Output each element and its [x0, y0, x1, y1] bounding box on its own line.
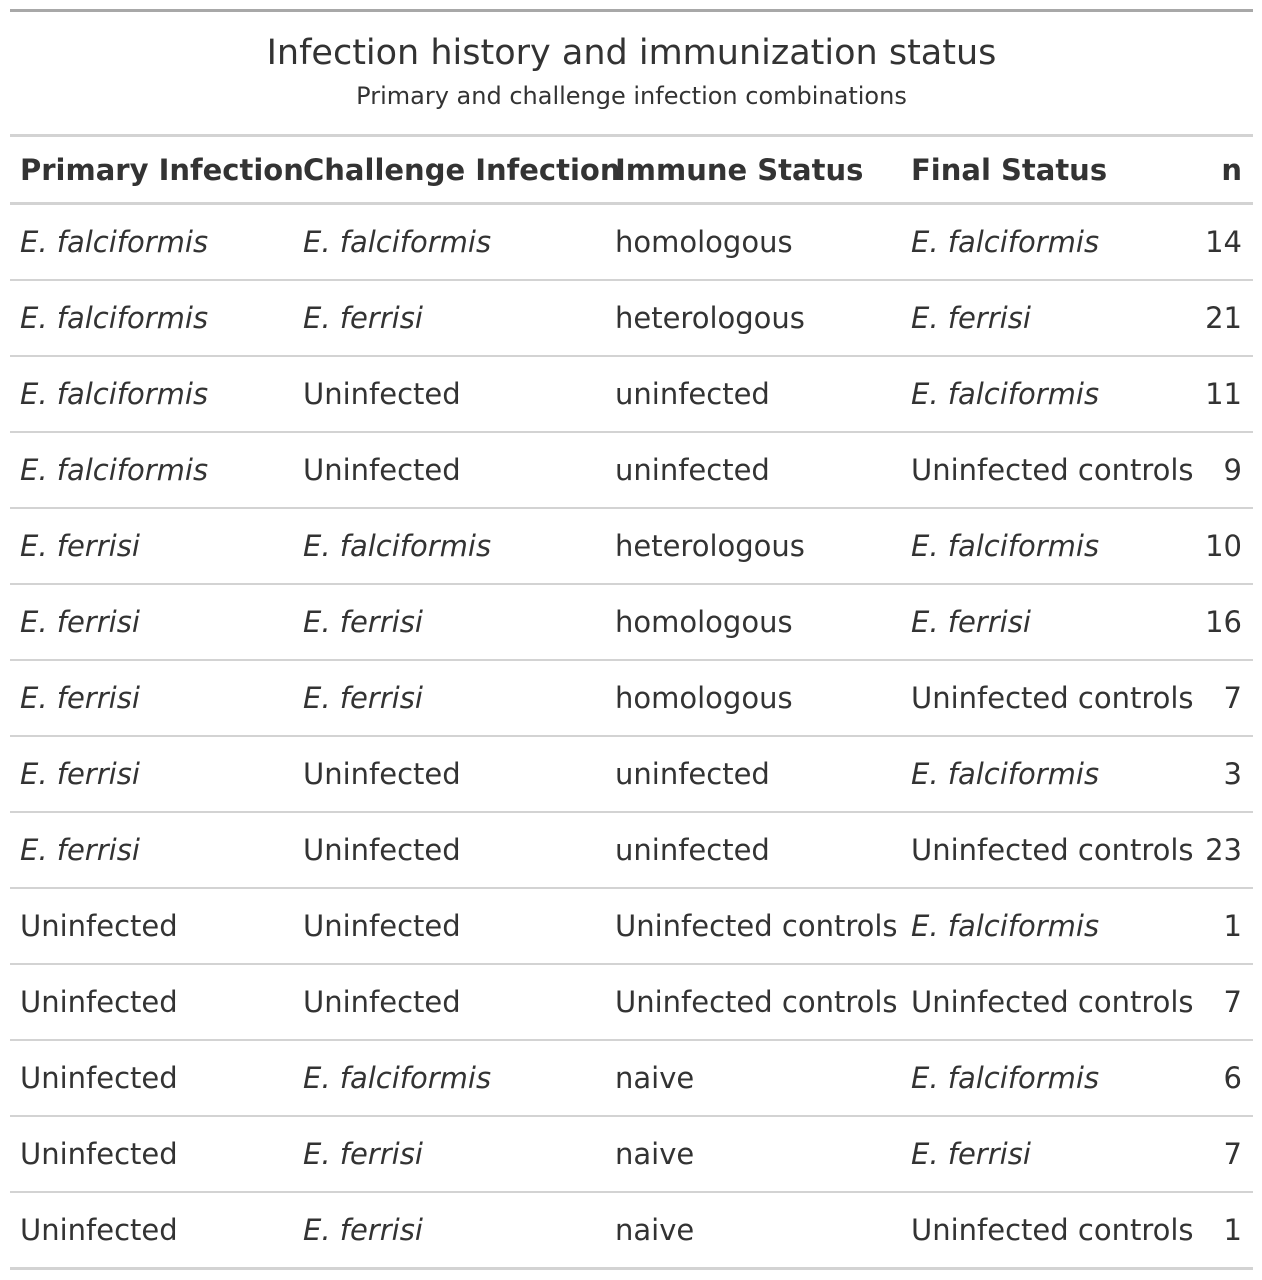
- cell-primary-infection: E. ferrisi: [10, 660, 293, 737]
- summary-table-container: Infection history and immunization statu…: [10, 9, 1253, 1270]
- column-header-n: n: [1201, 137, 1253, 205]
- table-row: Uninfected E. falciformis naive E. falcifor…: [10, 1040, 1253, 1117]
- table-row: Uninfected Uninfected Uninfected controls E…: [10, 888, 1253, 965]
- cell-n: 21: [1201, 280, 1253, 357]
- cell-immune-status: heterologous: [605, 508, 901, 585]
- table-row: E. ferrisi E. falciformis heterologous E. f…: [10, 508, 1253, 585]
- column-header-challenge-infection: Challenge Infection: [293, 137, 621, 205]
- cell-final-status: E. ferrisi: [901, 280, 1201, 357]
- column-header-final-status: Final Status: [901, 137, 1201, 205]
- cell-challenge-infection: E. ferrisi: [293, 660, 605, 737]
- cell-n: 11: [1201, 356, 1253, 433]
- cell-primary-infection: Uninfected: [10, 888, 293, 965]
- cell-immune-status: uninfected: [605, 432, 901, 509]
- table-row: Uninfected E. ferrisi naive E. ferrisi 7: [10, 1116, 1253, 1193]
- cell-n: 9: [1201, 432, 1253, 509]
- cell-primary-infection: Uninfected: [10, 964, 293, 1041]
- cell-challenge-infection: Uninfected: [293, 432, 605, 509]
- cell-immune-status: uninfected: [605, 812, 901, 889]
- cell-challenge-infection: E. ferrisi: [293, 584, 605, 661]
- table-row: Uninfected E. ferrisi naive Uninfected cont…: [10, 1192, 1253, 1270]
- cell-primary-infection: Uninfected: [10, 1116, 293, 1193]
- cell-challenge-infection: E. ferrisi: [293, 1192, 605, 1270]
- cell-primary-infection: Uninfected: [10, 1040, 293, 1117]
- cell-challenge-infection: Uninfected: [293, 736, 605, 813]
- cell-primary-infection: Uninfected: [10, 1192, 293, 1270]
- column-header-primary-infection: Primary Infection: [10, 137, 304, 205]
- table-row: E. falciformis Uninfected uninfected E. fal…: [10, 356, 1253, 433]
- cell-immune-status: naive: [605, 1040, 901, 1117]
- cell-primary-infection: E. falciformis: [10, 356, 293, 433]
- cell-n: 23: [1201, 812, 1253, 889]
- cell-final-status: E. ferrisi: [901, 584, 1201, 661]
- table-row: Uninfected Uninfected Uninfected controls U…: [10, 964, 1253, 1041]
- table-row: E. falciformis E. ferrisi heterologous E. f…: [10, 280, 1253, 357]
- cell-final-status: Uninfected controls: [901, 812, 1201, 889]
- table-row: E. ferrisi E. ferrisi homologous Uninfected…: [10, 660, 1253, 737]
- cell-challenge-infection: Uninfected: [293, 964, 605, 1041]
- cell-n: 7: [1201, 660, 1253, 737]
- cell-final-status: E. falciformis: [901, 203, 1201, 281]
- cell-challenge-infection: E. falciformis: [293, 1040, 605, 1117]
- table-body: E. falciformis E. falciformis homologous E.…: [10, 203, 1253, 1270]
- cell-primary-infection: E. ferrisi: [10, 812, 293, 889]
- cell-n: 7: [1201, 1116, 1253, 1193]
- cell-challenge-infection: Uninfected: [293, 356, 605, 433]
- infection-table: Primary Infection Challenge Infection Im…: [10, 137, 1253, 1270]
- cell-immune-status: uninfected: [605, 356, 901, 433]
- cell-n: 16: [1201, 584, 1253, 661]
- cell-final-status: E. falciformis: [901, 888, 1201, 965]
- table-row: E. ferrisi E. ferrisi homologous E. ferrisi…: [10, 584, 1253, 661]
- table-header-row: Primary Infection Challenge Infection Im…: [10, 137, 1253, 205]
- table-row: E. ferrisi Uninfected uninfected E. falcifo…: [10, 736, 1253, 813]
- cell-n: 1: [1201, 1192, 1253, 1270]
- cell-challenge-infection: E. ferrisi: [293, 280, 605, 357]
- cell-immune-status: heterologous: [605, 280, 901, 357]
- cell-n: 1: [1201, 888, 1253, 965]
- cell-n: 3: [1201, 736, 1253, 813]
- cell-immune-status: naive: [605, 1116, 901, 1193]
- cell-challenge-infection: Uninfected: [293, 888, 605, 965]
- cell-primary-infection: E. ferrisi: [10, 508, 293, 585]
- cell-immune-status: naive: [605, 1192, 901, 1270]
- cell-final-status: Uninfected controls: [901, 660, 1201, 737]
- cell-final-status: E. falciformis: [901, 1040, 1201, 1117]
- cell-immune-status: homologous: [605, 660, 901, 737]
- cell-n: 10: [1201, 508, 1253, 585]
- cell-final-status: E. falciformis: [901, 508, 1201, 585]
- table-top-rule: [10, 9, 1253, 12]
- cell-n: 7: [1201, 964, 1253, 1041]
- cell-immune-status: uninfected: [605, 736, 901, 813]
- column-header-immune-status: Immune Status: [605, 137, 901, 205]
- cell-challenge-infection: E. ferrisi: [293, 1116, 605, 1193]
- table-row: E. falciformis E. falciformis homologous E.…: [10, 203, 1253, 281]
- cell-n: 6: [1201, 1040, 1253, 1117]
- cell-final-status: E. ferrisi: [901, 1116, 1201, 1193]
- cell-immune-status: Uninfected controls: [605, 888, 901, 965]
- cell-primary-infection: E. ferrisi: [10, 584, 293, 661]
- cell-primary-infection: E. ferrisi: [10, 736, 293, 813]
- cell-immune-status: Uninfected controls: [605, 964, 901, 1041]
- cell-primary-infection: E. falciformis: [10, 280, 293, 357]
- cell-primary-infection: E. falciformis: [10, 432, 293, 509]
- table-row: E. falciformis Uninfected uninfected Uninfe…: [10, 432, 1253, 509]
- cell-challenge-infection: E. falciformis: [293, 508, 605, 585]
- cell-final-status: E. falciformis: [901, 356, 1201, 433]
- table-title: Infection history and immunization statu…: [266, 33, 997, 73]
- header-top-rule: [10, 134, 1253, 137]
- table-row: E. ferrisi Uninfected uninfected Uninfected…: [10, 812, 1253, 889]
- cell-challenge-infection: E. falciformis: [293, 203, 605, 281]
- cell-challenge-infection: Uninfected: [293, 812, 605, 889]
- cell-primary-infection: E. falciformis: [10, 203, 293, 281]
- cell-final-status: E. falciformis: [901, 736, 1201, 813]
- table-subtitle: Primary and challenge infection combinat…: [356, 82, 907, 110]
- cell-immune-status: homologous: [605, 584, 901, 661]
- cell-final-status: Uninfected controls: [901, 432, 1201, 509]
- cell-final-status: Uninfected controls: [901, 1192, 1201, 1270]
- cell-immune-status: homologous: [605, 203, 901, 281]
- cell-final-status: Uninfected controls: [901, 964, 1201, 1041]
- cell-n: 14: [1201, 203, 1253, 281]
